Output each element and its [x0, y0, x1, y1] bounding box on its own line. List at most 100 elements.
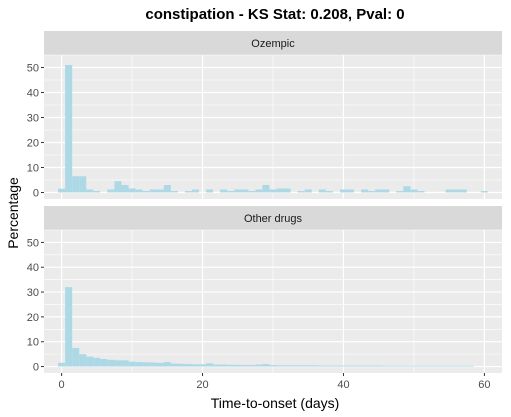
histogram-bar [262, 364, 270, 367]
histogram-bar [382, 189, 390, 193]
histogram-bar [213, 364, 221, 367]
histogram-bar [403, 365, 411, 367]
histogram-bar [206, 363, 214, 367]
histogram-bar [220, 364, 228, 367]
histogram-bar [396, 365, 404, 367]
histogram-bar [156, 362, 164, 367]
histogram-bar [431, 365, 439, 367]
histogram-bar [290, 365, 298, 367]
histogram-bar [283, 365, 291, 367]
y-tick-label: 40 [27, 262, 39, 274]
histogram-bar [170, 191, 178, 193]
x-axis: 0 20 40 60 [59, 373, 491, 391]
histogram-bar [142, 362, 150, 367]
histogram-bar [65, 287, 73, 367]
histogram-bar [318, 189, 326, 193]
y-tick-label: 0 [33, 362, 39, 374]
y-tick-label: 30 [27, 287, 39, 299]
histogram-bar [65, 65, 73, 193]
histogram-bar [135, 362, 143, 367]
x-tick-label: 0 [59, 379, 65, 391]
histogram-bar [142, 191, 150, 193]
histogram-bar [163, 185, 171, 193]
histogram-bar [100, 359, 108, 367]
facet-strip [44, 206, 502, 230]
histogram-bar [459, 365, 467, 367]
histogram-bar [135, 189, 143, 193]
histogram-bar [269, 365, 277, 367]
histogram-bar [346, 365, 355, 367]
facet-panel: Other drugs 0 10 20 30 40 50 [27, 206, 502, 374]
histogram-bar [262, 185, 270, 193]
y-tick-label: 10 [27, 337, 39, 349]
histogram-bar [297, 365, 305, 367]
histogram-bar [276, 188, 284, 193]
facet-strip [44, 31, 502, 55]
y-tick-label: 10 [27, 163, 39, 175]
histogram-bar [191, 364, 200, 367]
y-tick-label: 30 [27, 113, 39, 125]
histogram-bar [466, 365, 474, 367]
histogram-bar [354, 365, 362, 367]
y-tick-label: 20 [27, 312, 39, 324]
histogram-bar [184, 364, 192, 367]
histogram-bar [318, 365, 326, 367]
y-tick-label: 50 [27, 63, 39, 75]
histogram-bar [79, 176, 87, 193]
histogram-bar [58, 362, 66, 367]
histogram-bar [452, 189, 460, 193]
x-tick-label: 60 [478, 379, 490, 391]
histogram-bar [93, 357, 101, 367]
histogram-bar [58, 188, 66, 193]
histogram-bar [199, 364, 207, 367]
chart-title: constipation - KS Stat: 0.208, Pval: 0 [145, 6, 404, 23]
histogram-bar [234, 364, 242, 367]
histogram-bar [304, 189, 312, 193]
facet-panel: Ozempic 0 10 20 30 40 50 [27, 31, 502, 200]
histogram-bar [114, 360, 122, 367]
x-axis-title: Time-to-onset (days) [211, 395, 340, 411]
histogram-bar [255, 189, 263, 193]
histogram-bar [417, 365, 425, 367]
histogram-bar [332, 365, 340, 367]
histogram-bar [375, 365, 383, 367]
histogram-bar [248, 191, 256, 193]
histogram-bar [86, 189, 94, 193]
histogram-bar [177, 363, 185, 367]
x-tick-label: 20 [196, 379, 208, 391]
histogram-bar [184, 191, 192, 193]
histogram-bar [438, 365, 446, 367]
histogram-bar [459, 189, 467, 193]
histogram-bar [170, 363, 178, 367]
histogram-bar [241, 365, 249, 367]
histogram-bar [410, 189, 418, 193]
histogram-bar [227, 191, 235, 193]
histogram-bar [191, 189, 200, 193]
histogram-bar [375, 189, 383, 193]
histogram-bar [304, 365, 312, 367]
histogram-bar [107, 359, 115, 367]
histogram-bar [424, 365, 432, 367]
histogram-bar [149, 189, 157, 193]
histogram-bar [417, 191, 425, 193]
histogram-bar [403, 186, 411, 193]
histogram-bar [480, 191, 488, 193]
histogram-bar [361, 189, 369, 193]
histogram-bar [241, 189, 249, 193]
histogram-bar [163, 362, 171, 367]
histogram-bar [255, 364, 263, 367]
histogram-bar [382, 365, 390, 367]
histogram-bar [121, 185, 129, 193]
facet-panels: Ozempic 0 10 20 30 40 50 Other drugs 0 10 20 30 40 50 [27, 31, 502, 374]
histogram-bar [93, 191, 101, 193]
histogram-bar [389, 365, 397, 367]
histogram-bar [445, 189, 453, 193]
histogram-bar [361, 365, 369, 367]
histogram-bar [114, 181, 122, 193]
histogram-bar [297, 191, 305, 193]
y-tick-label: 20 [27, 138, 39, 150]
histogram-bar [339, 189, 347, 193]
facet-strip-label: Ozempic [251, 38, 295, 50]
histogram-bar [325, 365, 333, 367]
